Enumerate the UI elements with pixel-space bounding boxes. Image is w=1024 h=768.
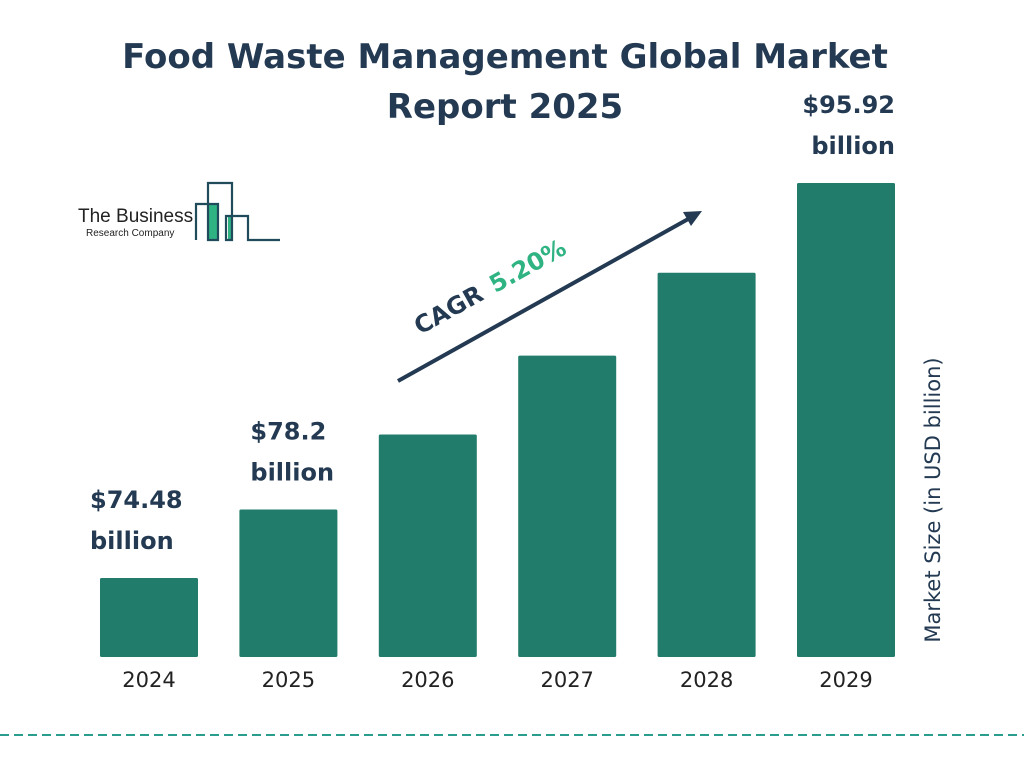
data-label-2029-1: billion bbox=[811, 132, 895, 160]
logo-line-1: The Business bbox=[78, 206, 193, 227]
cagr-annotation: CAGR 5.20% bbox=[397, 211, 702, 383]
growth-arrow-line bbox=[397, 216, 691, 383]
x-tick-2024: 2024 bbox=[122, 668, 175, 692]
cagr-value: 5.20% bbox=[485, 234, 571, 299]
x-tick-2029: 2029 bbox=[819, 668, 872, 692]
x-tick-2027: 2027 bbox=[540, 668, 593, 692]
data-label-2029-0: $95.92 bbox=[802, 91, 895, 119]
bar-2029 bbox=[797, 183, 895, 657]
data-label-2024-1: billion bbox=[90, 527, 174, 555]
bar-2027 bbox=[518, 355, 617, 657]
data-label-2024-0: $74.48 bbox=[90, 486, 183, 514]
arrow-head-icon bbox=[683, 211, 702, 226]
cagr-label: CAGR bbox=[409, 280, 488, 341]
chart-title-line-1: Food Waste Management Global Market bbox=[122, 37, 888, 77]
bar-2024 bbox=[100, 577, 198, 657]
x-tick-2025: 2025 bbox=[262, 668, 315, 692]
company-logo: The Business Research Company bbox=[78, 181, 280, 242]
y-axis-label: Market Size (in USD billion) bbox=[921, 357, 945, 642]
chart-title-line-2: Report 2025 bbox=[387, 87, 623, 127]
bar-2025 bbox=[239, 509, 338, 657]
bar-2026 bbox=[378, 434, 477, 657]
logo-line-2: Research Company bbox=[86, 228, 174, 239]
bar-2028 bbox=[657, 272, 756, 657]
data-label-2025-0: $78.2 bbox=[250, 417, 326, 445]
x-tick-2028: 2028 bbox=[680, 668, 733, 692]
x-tick-2026: 2026 bbox=[401, 668, 454, 692]
data-label-2025-1: billion bbox=[250, 458, 334, 486]
